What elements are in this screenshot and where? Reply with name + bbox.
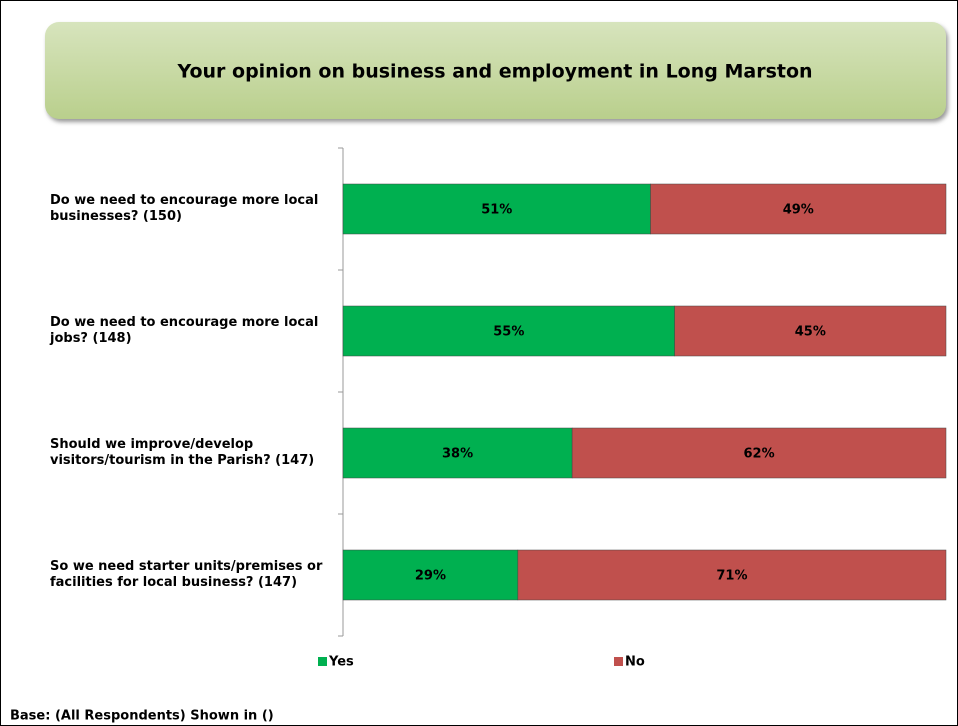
bar-segment <box>650 183 947 235</box>
category-label: Do we need to encourage more local jobs?… <box>50 315 319 346</box>
title-box <box>45 22 946 119</box>
bar-segment <box>342 549 519 601</box>
legend-label: No <box>625 655 645 670</box>
bar-segment <box>571 427 947 479</box>
value-label: 38% <box>442 447 473 462</box>
value-label: 55% <box>493 325 524 340</box>
bar-segment <box>342 183 651 235</box>
bar-segment <box>674 305 947 357</box>
value-label: 45% <box>795 325 826 340</box>
category-label: Should we improve/develop visitors/touri… <box>50 437 315 468</box>
value-label: 29% <box>415 569 446 584</box>
category-label: So we need starter units/premises or fac… <box>50 559 323 590</box>
footnote: Base: (All Respondents) Shown in () <box>10 709 274 724</box>
legend-swatch <box>318 657 327 666</box>
legend-swatch <box>614 657 623 666</box>
chart-title: Your opinion on business and employment … <box>176 61 812 83</box>
value-label: 71% <box>716 569 747 584</box>
legend-label: Yes <box>328 655 354 670</box>
value-label: 62% <box>744 447 775 462</box>
bar-segment <box>517 549 947 601</box>
value-label: 49% <box>783 203 814 218</box>
bar-segment <box>342 427 573 479</box>
bar-segment <box>342 305 675 357</box>
value-label: 51% <box>481 203 512 218</box>
category-label: Do we need to encourage more local busin… <box>50 193 319 224</box>
